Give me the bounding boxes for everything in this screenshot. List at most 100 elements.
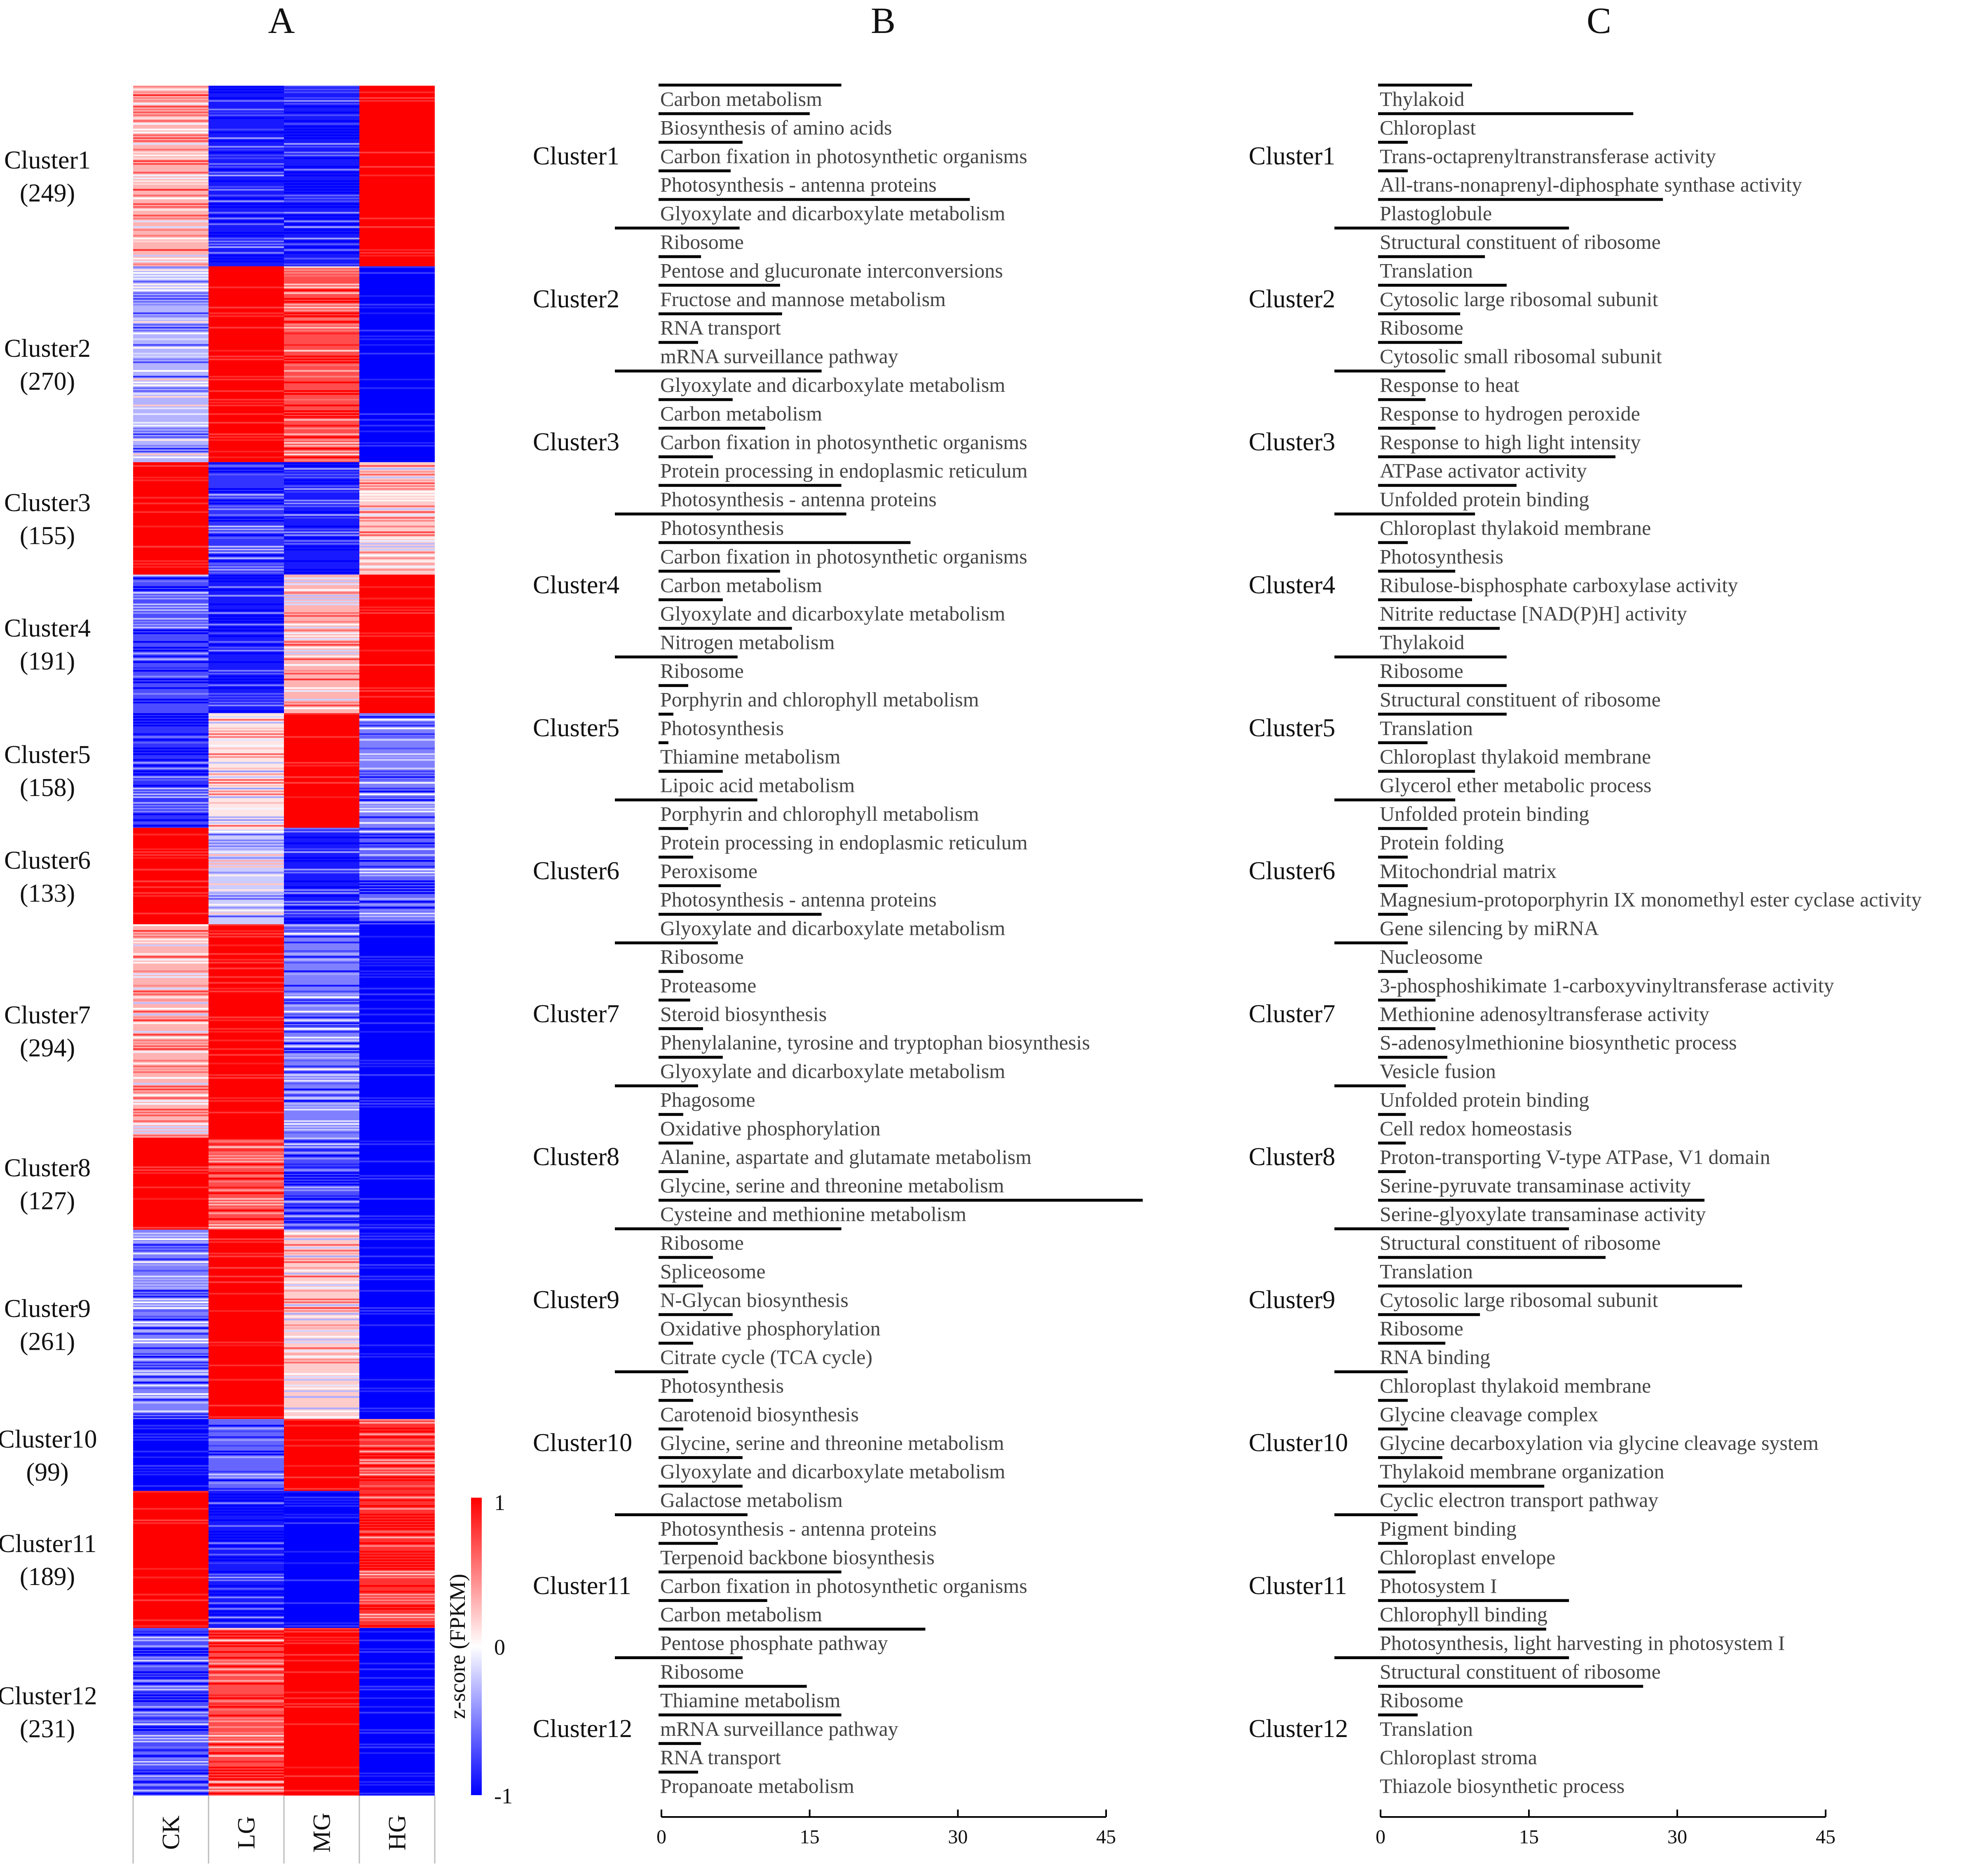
heat-stripe [209,456,284,459]
heat-stripe [359,543,435,545]
heat-stripe [284,511,359,513]
heat-stripe [359,335,435,337]
heat-stripe [133,1465,209,1467]
heat-stripe [359,831,435,833]
heat-stripe [133,1508,209,1510]
cluster-label: Cluster11 [1249,1572,1347,1600]
heat-stripe [284,924,359,926]
heat-stripe [133,140,209,142]
enrichment-bar [1378,627,1500,630]
heat-stripe [133,779,209,781]
heat-stripe [284,1313,359,1315]
heat-stripe [133,1261,209,1263]
heat-stripe [209,1163,284,1166]
heat-stripe [209,318,284,320]
heat-stripe [209,502,284,504]
heat-stripe [284,1562,359,1564]
heat-stripe [284,410,359,412]
heat-stripe [359,698,435,701]
heat-stripe [284,927,359,929]
heat-stripe [359,174,435,176]
heat-stripe [133,620,209,623]
term-label: Thiazole biosynthetic process [1380,1775,1625,1798]
term-label: Serine-pyruvate transaminase activity [1380,1174,1691,1197]
enrichment-bar [1378,1570,1416,1573]
heat-stripe [284,1732,359,1734]
heat-cell [284,1628,359,1796]
heat-stripe [133,810,209,812]
heat-stripe [133,1284,209,1286]
enrichment-bar [1378,541,1408,544]
heat-stripe [359,1602,435,1604]
heat-stripe [209,146,284,148]
heat-stripe [133,924,209,926]
heat-stripe [359,304,435,306]
heat-stripe [133,571,209,574]
heat-stripe [133,255,209,257]
heat-stripe [209,1488,284,1490]
enrichment-bar [1378,1456,1442,1459]
heat-stripe [133,1037,209,1039]
heat-stripe [209,577,284,579]
heat-stripe [209,1206,284,1208]
heat-stripe [209,1074,284,1076]
heat-stripe [359,612,435,614]
heat-stripe [133,1639,209,1641]
cluster-separator [1334,1370,1380,1373]
heat-stripe [359,733,435,735]
heat-stripe [284,1149,359,1151]
heat-stripe [209,1103,284,1105]
heat-stripe [133,520,209,522]
heat-stripe [284,1775,359,1777]
heat-stripe [133,1318,209,1320]
heat-stripe [284,1336,359,1338]
heat-stripe [359,471,435,473]
heat-stripe [209,1766,284,1769]
heat-stripe [133,327,209,329]
cluster-label: Cluster10 [1249,1429,1348,1457]
term-label: Ribosome [1380,659,1463,682]
enrichment-bar [659,827,688,830]
heat-stripe [209,956,284,958]
heat-stripe [284,315,359,317]
heat-stripe [133,693,209,695]
heat-stripe [284,762,359,764]
heat-stripe [209,275,284,277]
heat-stripe [209,1126,284,1128]
heat-stripe [284,525,359,527]
heat-stripe [133,1660,209,1662]
heat-stripe [209,736,284,738]
cluster-label: Cluster1 [1249,142,1335,170]
heat-stripe [284,103,359,105]
term-label: Glyoxylate and dicarboxylate metabolism [660,202,1005,225]
heat-stripe [359,134,435,136]
cluster-separator [615,1084,660,1087]
heat-stripe [209,1628,284,1630]
heat-stripe [133,1763,209,1766]
heat-stripe [284,993,359,995]
heat-stripe [284,1051,359,1053]
heat-stripe [359,649,435,652]
heat-stripe [133,1166,209,1168]
heat-stripe [209,459,284,461]
heat-stripe [284,1502,359,1504]
heat-stripe [133,1011,209,1013]
heat-stripe [209,1089,284,1091]
heat-stripe [284,1599,359,1601]
heat-stripe [133,1700,209,1702]
heat-stripe [284,1330,359,1332]
heat-stripe [133,1442,209,1444]
heat-stripe [284,672,359,675]
term-label: Cytosolic large ribosomal subunit [1380,288,1658,311]
enrichment-bar [1378,712,1507,716]
heat-stripe [209,557,284,559]
heat-stripe [359,770,435,773]
heat-stripe [284,571,359,574]
heat-stripe [359,736,435,738]
heat-stripe [209,240,284,242]
heat-stripe [133,1370,209,1372]
heat-stripe [209,215,284,217]
heat-stripe [284,1390,359,1392]
heat-stripe [209,1591,284,1593]
